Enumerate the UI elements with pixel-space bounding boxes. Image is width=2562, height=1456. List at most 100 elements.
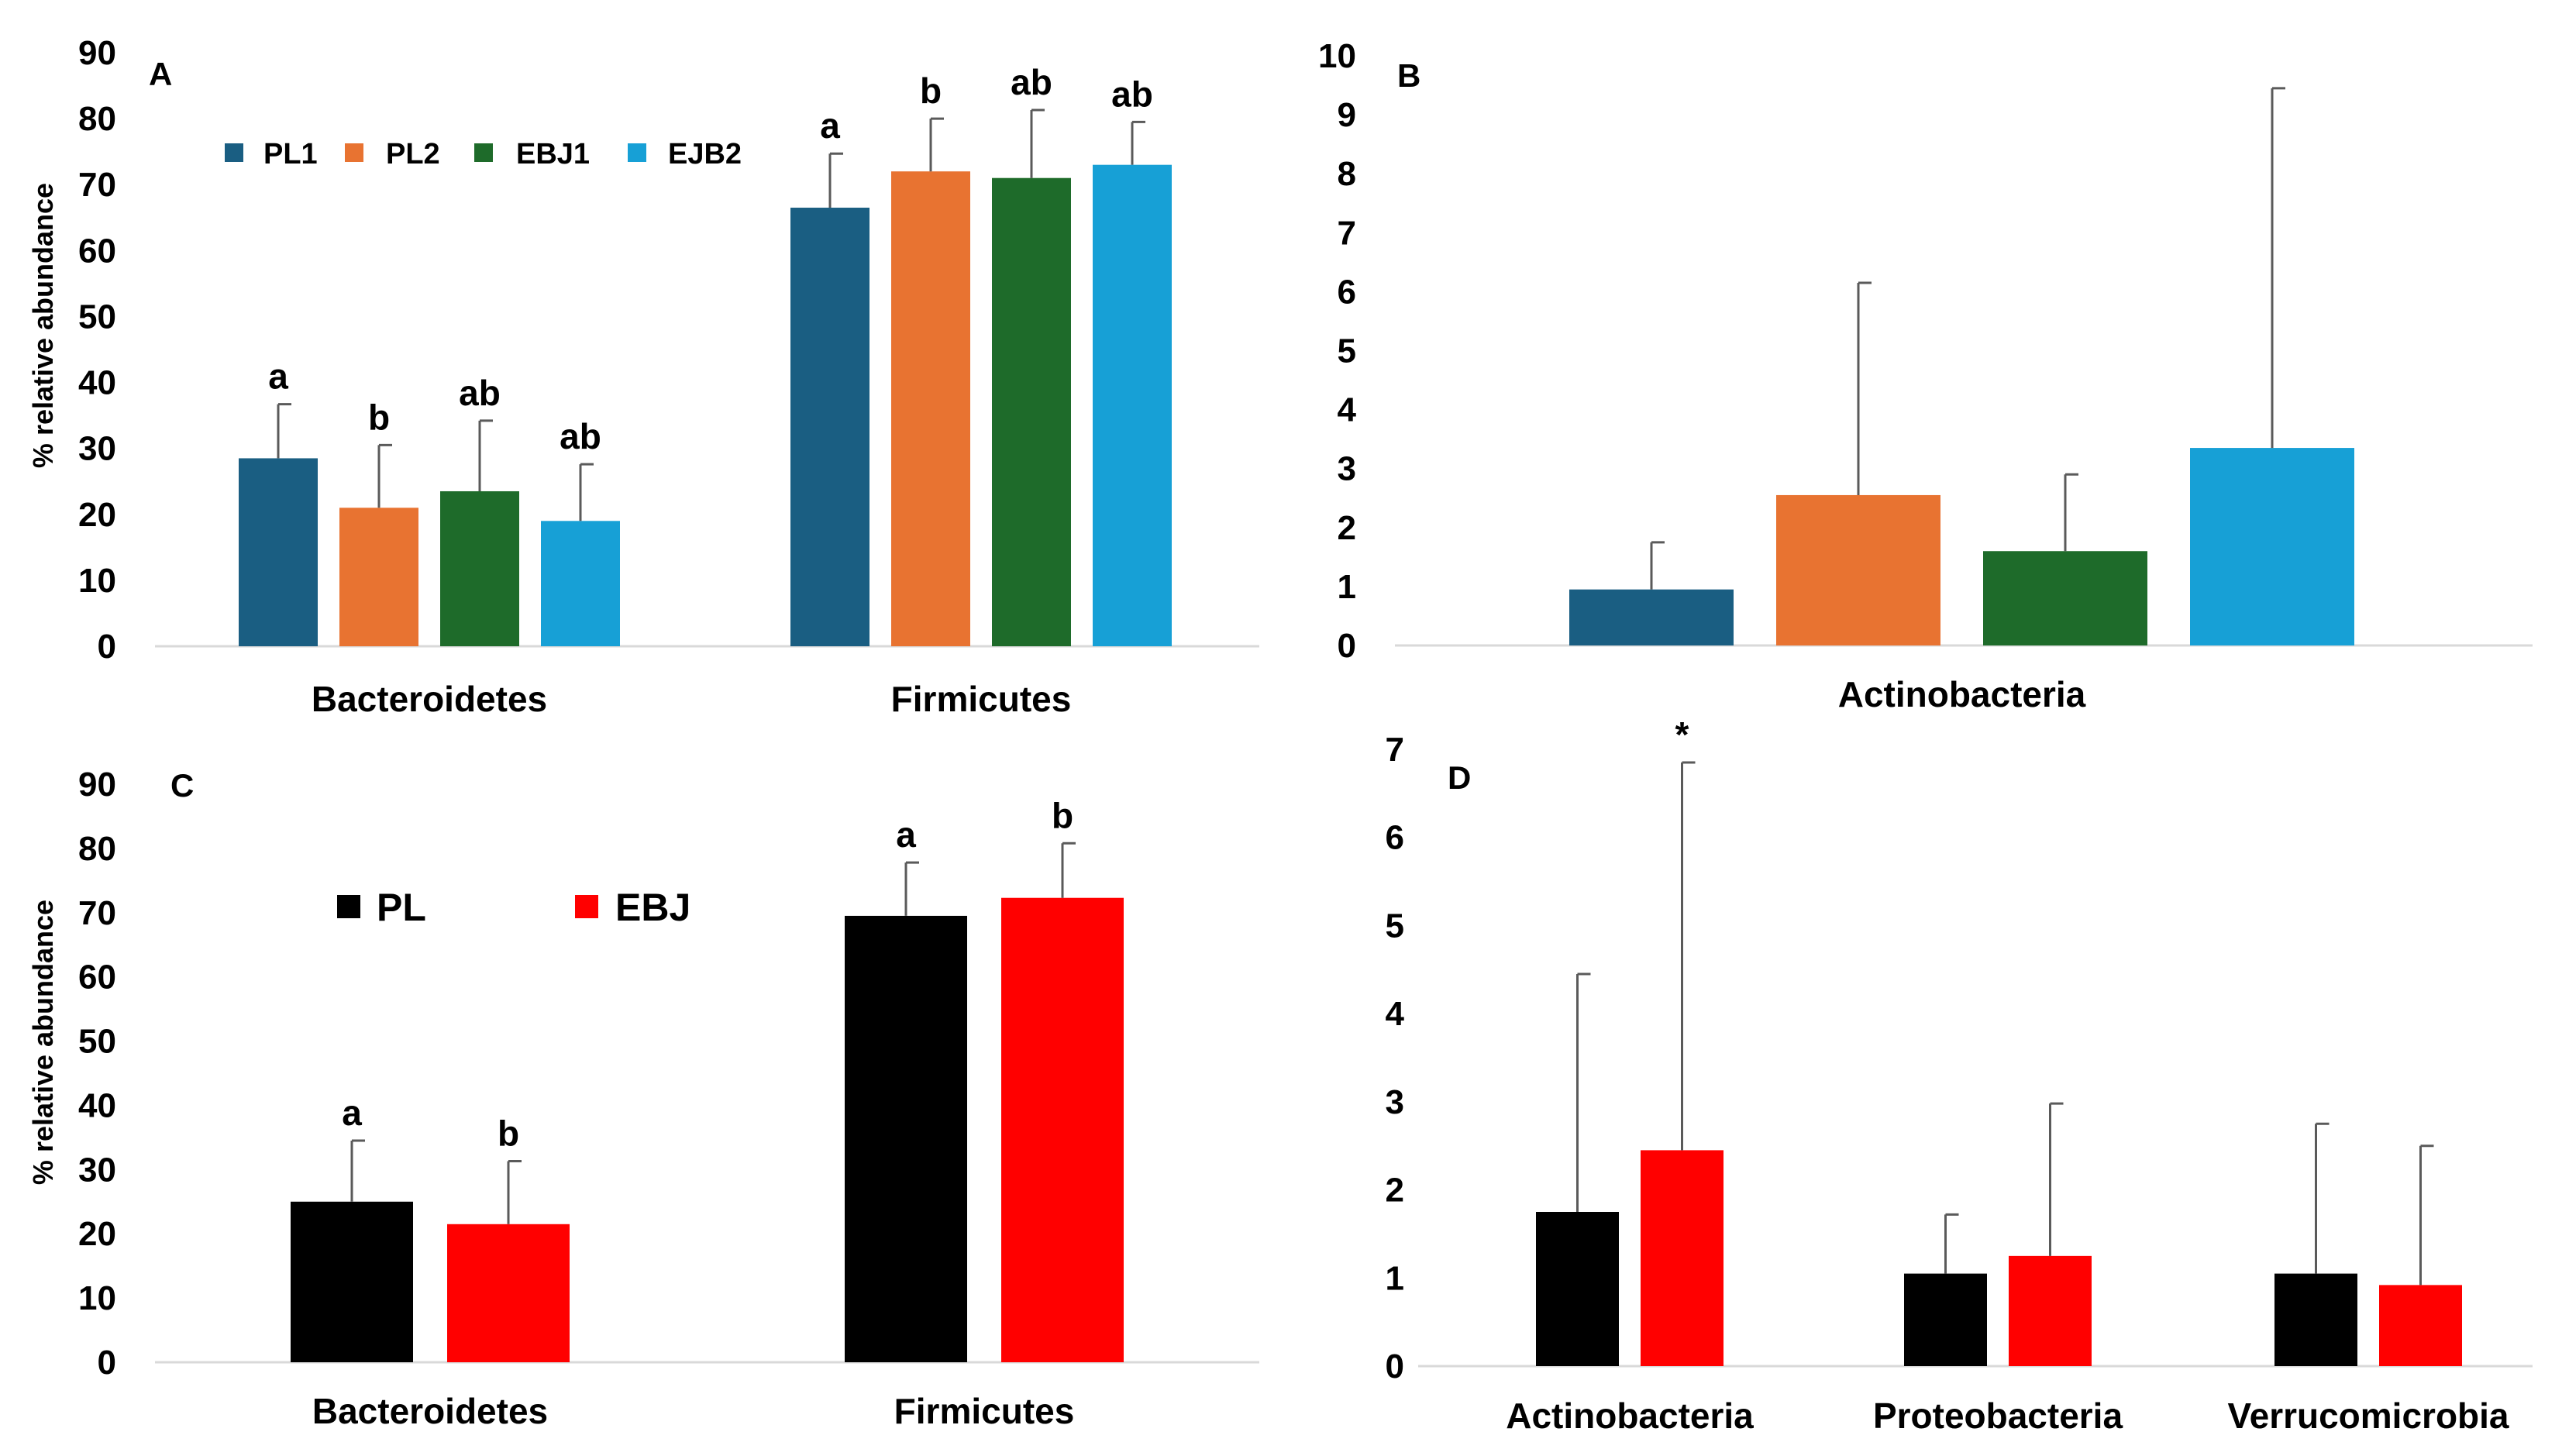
y-tick-label: 70 xyxy=(78,166,116,204)
legend: PL EBJ xyxy=(337,886,690,929)
legend: PL1 PL2 EBJ1 EJB2 xyxy=(225,138,742,170)
y-tick-label: 20 xyxy=(78,1215,116,1253)
y-tick-label: 90 xyxy=(78,34,116,72)
bar-ebj-proteobacteria xyxy=(2009,1255,2092,1366)
panel-d: 0 1 2 3 4 5 6 7 D * Actinobacteria Proteobacteria Ve… xyxy=(1386,714,2533,1436)
panel-label: C xyxy=(170,767,194,804)
legend-swatch xyxy=(345,143,363,162)
significance-label: a xyxy=(268,356,288,397)
y-tick-label: 50 xyxy=(78,298,116,336)
y-tick-label: 7 xyxy=(1386,731,1404,769)
category-label: Actinobacteria xyxy=(1838,674,2086,714)
legend-label: PL xyxy=(377,886,426,929)
significance-label: ab xyxy=(560,416,601,456)
legend-swatch xyxy=(474,143,493,162)
y-tick-label: 2 xyxy=(1338,509,1356,547)
bar-ebj-firmicutes xyxy=(1001,897,1124,1362)
y-axis-label: % relative abundance xyxy=(27,183,59,468)
bar-pl1-firmicutes xyxy=(790,208,869,646)
panel-label: A xyxy=(149,56,172,92)
panel-b: 0 1 2 3 4 5 6 7 8 9 10 B Actinobacteria xyxy=(1318,37,2533,714)
significance-label: b xyxy=(1052,795,1073,835)
y-tick-label: 0 xyxy=(1386,1348,1404,1385)
y-tick-label: 80 xyxy=(78,100,116,138)
significance-label: ab xyxy=(1111,74,1153,114)
category-label: Firmicutes xyxy=(894,1391,1075,1431)
legend-swatch xyxy=(575,895,598,918)
bar-pl2-actinobacteria xyxy=(1776,494,1940,645)
bar-pl-firmicutes xyxy=(845,915,967,1362)
y-tick-label: 5 xyxy=(1338,332,1356,370)
category-label: Actinobacteria xyxy=(1506,1396,1754,1436)
y-tick-label: 1 xyxy=(1338,568,1356,606)
y-tick-label: 60 xyxy=(78,232,116,270)
bar-pl-bacteroidetes xyxy=(291,1201,413,1362)
y-tick-label: 3 xyxy=(1338,450,1356,488)
panel-c: 0 10 20 30 40 50 60 70 80 90 C % relative abundance… xyxy=(27,766,1259,1431)
y-axis-label: % relative abundance xyxy=(27,900,59,1185)
y-tick-label: 40 xyxy=(78,1086,116,1124)
legend-swatch xyxy=(337,895,360,918)
y-tick-label: 1 xyxy=(1386,1259,1404,1297)
y-tick-label: 4 xyxy=(1338,391,1357,429)
significance-label: ab xyxy=(459,373,501,413)
legend-swatch xyxy=(225,143,243,162)
bar-ebj-bacteroidetes xyxy=(447,1224,570,1362)
bar-pl-actinobacteria xyxy=(1536,1212,1619,1366)
y-tick-label: 40 xyxy=(78,364,116,402)
category-label: Verrucomicrobia xyxy=(2227,1396,2509,1436)
significance-label: * xyxy=(1675,714,1689,755)
legend-swatch xyxy=(628,143,646,162)
significance-label: a xyxy=(820,105,840,146)
category-label: Firmicutes xyxy=(891,679,1072,719)
panel-a: 0 10 20 30 40 50 60 70 80 90 A % relative abundance… xyxy=(27,34,1259,719)
y-tick-label: 50 xyxy=(78,1023,116,1061)
bar-ejb2-bacteroidetes xyxy=(541,521,620,646)
y-tick-label: 6 xyxy=(1338,273,1356,311)
panel-label: D xyxy=(1448,759,1471,796)
legend-label: PL1 xyxy=(263,138,318,170)
bar-ebj1-bacteroidetes xyxy=(440,490,519,646)
y-tick-label: 2 xyxy=(1386,1172,1404,1210)
significance-label: b xyxy=(920,71,942,111)
legend-label: EBJ1 xyxy=(516,138,590,170)
y-tick-label: 90 xyxy=(78,766,116,804)
bar-pl-proteobacteria xyxy=(1904,1273,1987,1366)
y-tick-label: 80 xyxy=(78,830,116,868)
y-tick-label: 70 xyxy=(78,894,116,932)
y-tick-label: 5 xyxy=(1386,907,1404,945)
y-tick-label: 30 xyxy=(78,1151,116,1189)
bar-ebj-actinobacteria xyxy=(1641,1150,1723,1366)
y-tick-label: 20 xyxy=(78,496,116,534)
bar-ebj1-actinobacteria xyxy=(1983,551,2147,645)
bar-ebj-verrucomicrobia xyxy=(2379,1285,2462,1366)
y-tick-label: 0 xyxy=(1338,627,1356,665)
bar-pl2-firmicutes xyxy=(891,171,970,646)
significance-label: b xyxy=(498,1114,519,1154)
y-tick-label: 8 xyxy=(1338,155,1356,193)
y-tick-label: 10 xyxy=(1318,37,1356,75)
y-tick-label: 0 xyxy=(98,628,116,666)
bar-pl-verrucomicrobia xyxy=(2274,1273,2357,1366)
significance-label: b xyxy=(368,397,390,437)
y-tick-label: 7 xyxy=(1338,214,1356,252)
y-tick-label: 60 xyxy=(78,959,116,996)
legend-label: EJB2 xyxy=(668,138,742,170)
legend-label: PL2 xyxy=(386,138,440,170)
y-tick-label: 4 xyxy=(1386,995,1405,1033)
y-tick-label: 10 xyxy=(78,562,116,600)
category-label: Bacteroidetes xyxy=(312,679,547,719)
y-tick-label: 30 xyxy=(78,430,116,468)
category-label: Bacteroidetes xyxy=(312,1391,548,1431)
y-tick-label: 10 xyxy=(78,1279,116,1317)
bar-ejb2-firmicutes xyxy=(1093,164,1172,646)
category-label: Proteobacteria xyxy=(1873,1396,2123,1436)
bar-ejb2-actinobacteria xyxy=(2190,448,2354,645)
legend-label: EBJ xyxy=(615,886,690,929)
bar-ebj1-firmicutes xyxy=(992,177,1071,646)
significance-label: ab xyxy=(1011,62,1052,102)
y-tick-label: 6 xyxy=(1386,819,1404,857)
significance-label: a xyxy=(342,1093,362,1133)
y-tick-label: 3 xyxy=(1386,1083,1404,1121)
